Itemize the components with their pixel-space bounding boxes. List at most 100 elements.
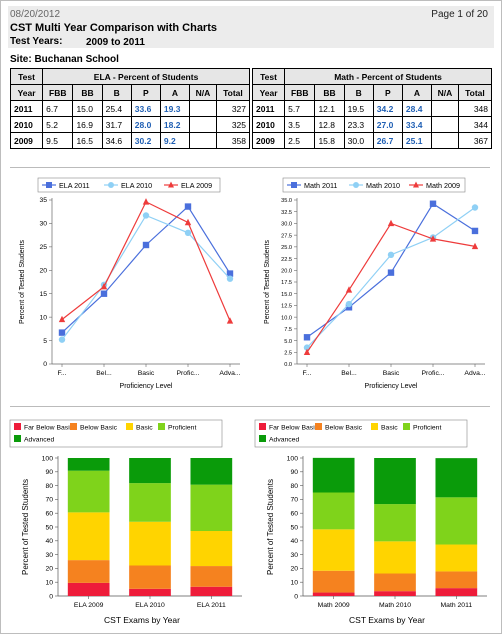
bar-segment [374,573,416,592]
cell-fbb: 5.2 [42,116,74,133]
ela-line-chart: ELA 2011 ELA 2010 ELA 2009 0 5 10 15 20 25 30 35 F.… [19,177,241,390]
data-point [303,334,311,341]
x-tick-label: Adva... [464,370,485,377]
ela-year-header: Year [9,84,44,101]
data-point [429,235,437,242]
y-tick-label: 0 [294,593,298,600]
cell-p: 27.0 [372,116,403,133]
data-point [184,218,192,226]
series-line [306,207,476,349]
ela-stacked-bar-chart: Far Below Basic Below Basic Basic Proficien… [9,419,242,625]
x-axis-label: Proficiency Level [365,383,418,390]
y-tick-label: 20.0 [281,268,292,274]
legend-label: Proficient [413,425,441,432]
series-line [61,205,231,334]
y-tick-label: 17.5 [281,280,292,286]
cell-p: 33.6 [130,100,161,117]
data-point [108,182,114,188]
math-stacked-bar-chart: Far Below Basic Below Basic Basic Proficien… [254,419,487,625]
y-tick-label: 5.0 [284,339,292,345]
column-header: A [401,84,433,101]
bar-segment [435,588,478,596]
cell-na [189,132,217,149]
column-header: FBB [42,84,74,101]
bar-segment [190,531,233,567]
y-tick-label: 60 [45,511,53,518]
bar-segment [129,458,171,484]
report-title: CST Multi Year Comparison with Charts [10,22,217,34]
data-point [58,329,66,336]
table-row: 2011 5.7 12.1 19.5 34.2 28.4 348 [251,100,493,117]
data-point [471,227,479,235]
data-point [184,229,192,236]
legend-label: Far Below Basic [24,425,74,432]
bar-segment [312,592,355,596]
y-tick-label: 27.5 [281,233,292,239]
y-tick-label: 0 [49,593,53,600]
legend-swatch [126,423,133,430]
bar-segment [374,591,416,596]
bar-segment [129,565,171,589]
cell-total: 327 [215,100,251,117]
ela-table: Test ELA - Percent of Students Year FBB B… [9,68,251,149]
x-tick-label: F... [57,370,66,377]
legend-label: Basic [381,425,398,432]
column-header: BB [314,84,345,101]
bar-segment [374,458,416,505]
y-tick-label: 80 [45,483,53,490]
series-line [306,222,476,353]
row-year: 2010 [251,116,286,133]
legend-swatch [315,423,322,430]
math-test-header: Test [251,68,286,85]
y-axis-label: Percent of Tested Students [264,240,271,324]
column-header: N/A [189,84,217,101]
y-tick-label: 30 [45,552,53,559]
bar-segment [67,458,110,471]
data-point [345,286,353,293]
x-tick-label: Bel... [96,370,112,377]
cell-a: 33.4 [401,116,433,133]
data-point [100,282,108,290]
bar-segment [67,470,110,513]
cell-bb: 16.5 [72,132,103,149]
data-point [226,275,234,282]
data-point [100,290,108,297]
bar-segment [435,544,478,572]
y-axis-label: Percent of Tested Students [21,479,30,575]
y-axis-label: Percent of Tested Students [266,479,275,575]
data-point [46,182,52,188]
y-tick-label: 40 [45,538,53,545]
legend-swatch [259,423,266,430]
y-tick-label: 5 [43,338,47,345]
cell-bb: 12.1 [314,100,345,117]
y-tick-label: 12.5 [281,304,292,310]
site-name: Site: Buchanan School [10,54,119,65]
legend-swatch [259,435,266,442]
x-tick-label: Math 2011 [441,602,473,609]
y-tick-label: 60 [290,511,298,518]
test-years-value: 2009 to 2011 [86,37,145,48]
column-header: A [159,84,191,101]
cell-b: 25.4 [101,100,132,117]
x-tick-label: ELA 2009 [74,602,104,609]
legend-label: ELA 2011 [59,181,90,190]
cell-p: 28.0 [130,116,161,133]
cell-a: 25.1 [401,132,433,149]
cell-na [431,100,459,117]
legend-label: ELA 2010 [121,181,152,190]
y-tick-label: 15.0 [281,292,292,298]
math-table-heading: Math - Percent of Students [284,68,492,85]
bar-segment [435,458,478,498]
data-point [58,315,66,323]
bar-segment [312,492,355,530]
data-point [413,181,419,188]
y-tick-label: 20 [39,267,47,274]
math-table: Test Math - Percent of Students Year FBB… [251,68,493,149]
y-tick-label: 10 [45,580,53,587]
cell-total: 325 [215,116,251,133]
cell-na [431,132,459,149]
bar-segment [129,483,171,522]
x-tick-label: Math 2009 [318,602,350,609]
legend-label: ELA 2009 [181,181,212,190]
cell-bb: 15.0 [72,100,103,117]
